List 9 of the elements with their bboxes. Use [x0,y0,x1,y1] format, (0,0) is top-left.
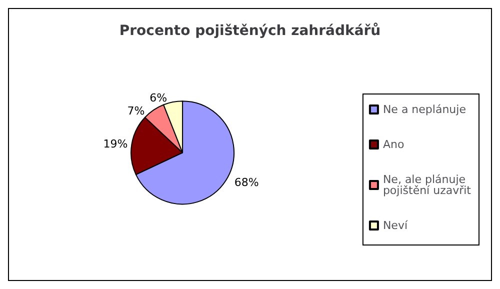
legend-label: Ne, ale plánuje pojištění uzavřit [382,173,472,197]
data-label: 7% [127,104,145,118]
legend-label: Ne a neplánuje [382,103,466,116]
chart-title: Procento pojištěných zahrádkářů [119,22,381,39]
legend-label: Ano [382,138,404,151]
legend-label: Neví [382,219,408,232]
data-label: 19% [103,137,128,150]
data-label: 6% [150,92,168,105]
data-label: 68% [234,176,259,189]
